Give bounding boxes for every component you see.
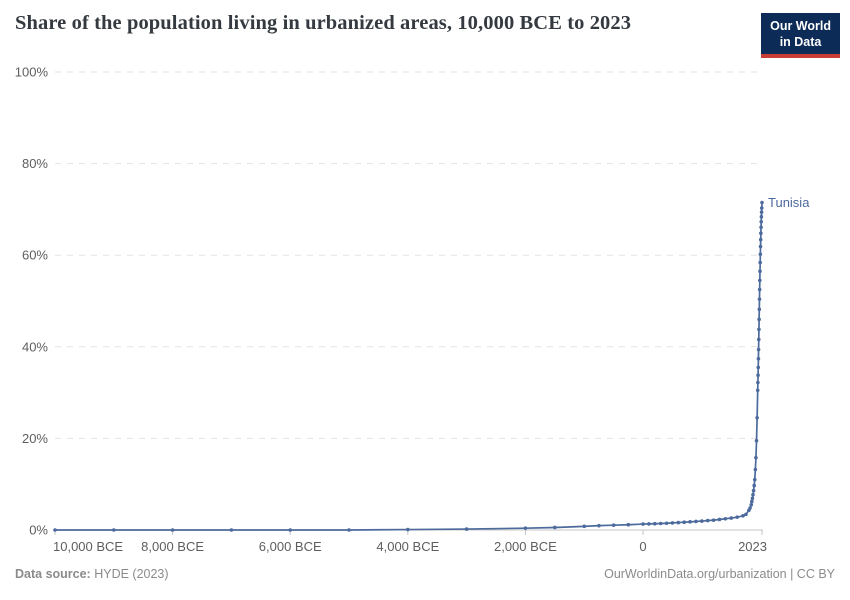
data-point	[611, 523, 616, 527]
data-point	[757, 327, 761, 332]
data-point	[758, 237, 763, 242]
data-point	[53, 528, 57, 532]
data-point	[729, 516, 734, 520]
data-point	[756, 347, 761, 352]
x-tick-label: 4,000 BCE	[376, 539, 439, 554]
owid-logo-line2: in Data	[779, 34, 822, 49]
data-point	[658, 521, 663, 526]
x-tick-label: 2,000 BCE	[494, 539, 557, 554]
data-point	[688, 520, 692, 524]
series-label-tunisia: Tunisia	[768, 195, 810, 210]
data-point	[664, 521, 669, 526]
data-point	[756, 365, 761, 370]
y-tick-label: 20%	[22, 431, 48, 446]
data-point	[676, 520, 681, 525]
y-tick-label: 100%	[15, 65, 49, 80]
data-point	[758, 269, 762, 274]
data-point	[754, 455, 758, 460]
x-tick-label: 2023	[738, 539, 767, 554]
data-point	[288, 528, 293, 532]
data-point	[758, 252, 763, 257]
data-point	[741, 514, 745, 518]
y-tick-label: 0%	[29, 523, 48, 538]
data-point	[406, 527, 410, 532]
data-point	[759, 219, 764, 224]
data-point	[694, 519, 698, 524]
data-point	[711, 518, 716, 522]
owid-logo[interactable]: Our World in Data	[761, 13, 840, 59]
data-point	[626, 522, 631, 527]
data-point	[112, 528, 116, 532]
data-point	[757, 317, 761, 322]
data-point	[756, 337, 761, 342]
data-point	[723, 516, 728, 521]
data-point	[582, 524, 587, 529]
data-point	[717, 517, 722, 522]
y-tick-label: 60%	[22, 248, 48, 263]
data-source-value: HYDE (2023)	[90, 567, 169, 581]
data-point	[347, 528, 351, 532]
data-point	[750, 496, 755, 501]
data-point	[464, 527, 469, 531]
data-point	[756, 373, 760, 378]
chart-footer: Data source: HYDE (2023) OurWorldinData.…	[15, 567, 835, 581]
data-point	[753, 467, 758, 472]
data-point	[758, 260, 762, 265]
x-tick-label: 0	[639, 539, 646, 554]
data-point	[597, 523, 601, 528]
data-point	[553, 525, 557, 530]
data-point	[760, 200, 764, 205]
data-point	[750, 499, 754, 504]
data-point	[755, 388, 760, 393]
data-point	[170, 528, 175, 532]
data-point	[749, 503, 754, 507]
data-point	[757, 297, 762, 301]
x-tick-label: 10,000 BCE	[53, 539, 123, 554]
data-point	[757, 307, 762, 312]
y-tick-label: 40%	[22, 339, 48, 354]
data-point	[647, 522, 651, 526]
footer-citation[interactable]: OurWorldinData.org/urbanization | CC BY	[604, 567, 835, 581]
data-point	[759, 231, 763, 236]
chart-title: Share of the population living in urbani…	[15, 12, 632, 34]
data-point	[757, 287, 762, 292]
tunisia-line	[55, 202, 763, 531]
data-source-label: Data source:	[15, 567, 91, 581]
data-point	[705, 518, 710, 523]
data-point	[682, 520, 686, 525]
owid-logo-line1: Our World	[770, 19, 831, 33]
data-point	[744, 512, 748, 517]
data-source: Data source: HYDE (2023)	[15, 567, 169, 581]
data-point	[229, 528, 234, 532]
x-tick-label: 8,000 BCE	[141, 539, 204, 554]
x-tick-label: 6,000 BCE	[259, 539, 322, 554]
y-tick-label: 80%	[22, 156, 48, 171]
data-point	[759, 206, 764, 210]
data-point	[756, 380, 760, 385]
data-point	[758, 244, 763, 249]
data-point	[641, 522, 645, 526]
data-point	[755, 415, 759, 420]
data-point	[754, 438, 759, 443]
data-point	[759, 210, 764, 214]
data-point	[756, 356, 761, 361]
data-point	[653, 521, 657, 526]
data-point	[748, 506, 752, 510]
data-point	[751, 492, 755, 497]
data-point	[670, 521, 675, 525]
data-point	[758, 278, 762, 283]
data-point	[759, 214, 764, 219]
data-point	[752, 483, 756, 488]
data-point	[752, 477, 757, 482]
data-point	[700, 519, 704, 523]
data-point	[759, 225, 763, 230]
data-point	[751, 488, 756, 493]
data-point	[735, 515, 739, 519]
data-point	[523, 526, 528, 530]
